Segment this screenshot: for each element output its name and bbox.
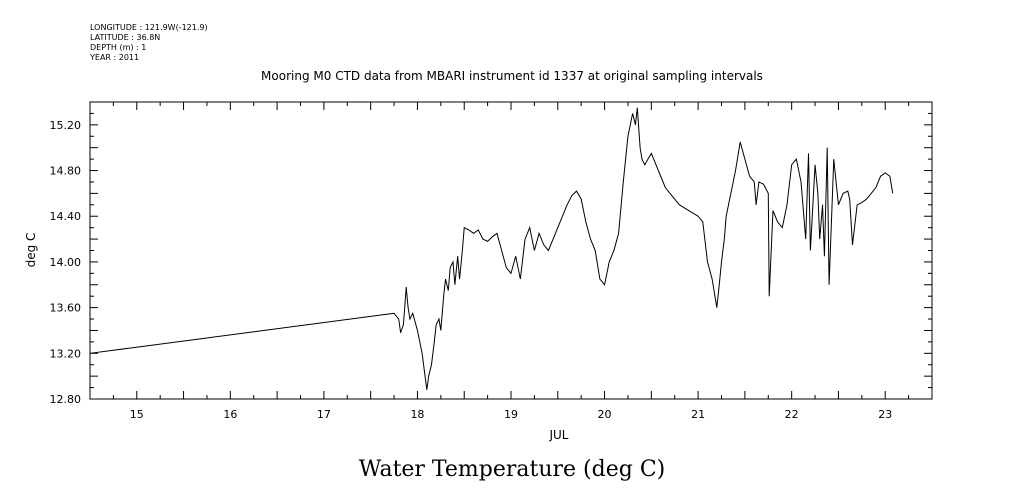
x-axis-label: JUL bbox=[548, 428, 568, 442]
year-text: YEAR : 2011 bbox=[89, 53, 139, 62]
x-tick-label: 15 bbox=[130, 408, 144, 421]
depth-text: DEPTH (m) : 1 bbox=[90, 43, 146, 52]
y-axis-label: deg C bbox=[24, 233, 38, 268]
x-tick-label: 23 bbox=[878, 408, 892, 421]
temperature-line bbox=[89, 107, 894, 390]
x-tick-label: 22 bbox=[785, 408, 799, 421]
x-tick-label: 20 bbox=[598, 408, 612, 421]
x-tick-label: 18 bbox=[410, 408, 424, 421]
y-tick-label: 14.40 bbox=[50, 210, 82, 223]
x-tick-label: 19 bbox=[504, 408, 518, 421]
y-tick-label: 13.60 bbox=[50, 302, 82, 315]
axis-ticks bbox=[89, 101, 933, 400]
y-tick-label: 15.20 bbox=[50, 119, 82, 132]
y-tick-label: 14.80 bbox=[50, 165, 82, 178]
longitude-text: LONGITUDE : 121.9W(-121.9) bbox=[90, 23, 208, 32]
x-tick-label: 17 bbox=[317, 408, 331, 421]
latitude-text: LATITUDE : 36.8N bbox=[90, 33, 160, 42]
y-tick-label: 13.20 bbox=[50, 347, 82, 360]
x-tick-label: 21 bbox=[691, 408, 705, 421]
y-tick-label: 12.80 bbox=[50, 393, 82, 406]
chart-title: Mooring M0 CTD data from MBARI instrumen… bbox=[261, 69, 763, 83]
x-tick-label: 16 bbox=[223, 408, 237, 421]
axis-tick-labels: 15 16 17 18 19 20 21 22 23 12.80 13.20 13.60 14.00 14… bbox=[50, 119, 893, 421]
plot-frame bbox=[89, 101, 933, 400]
bottom-title: Water Temperature (deg C) bbox=[359, 457, 666, 482]
y-tick-label: 14.00 bbox=[50, 256, 82, 269]
